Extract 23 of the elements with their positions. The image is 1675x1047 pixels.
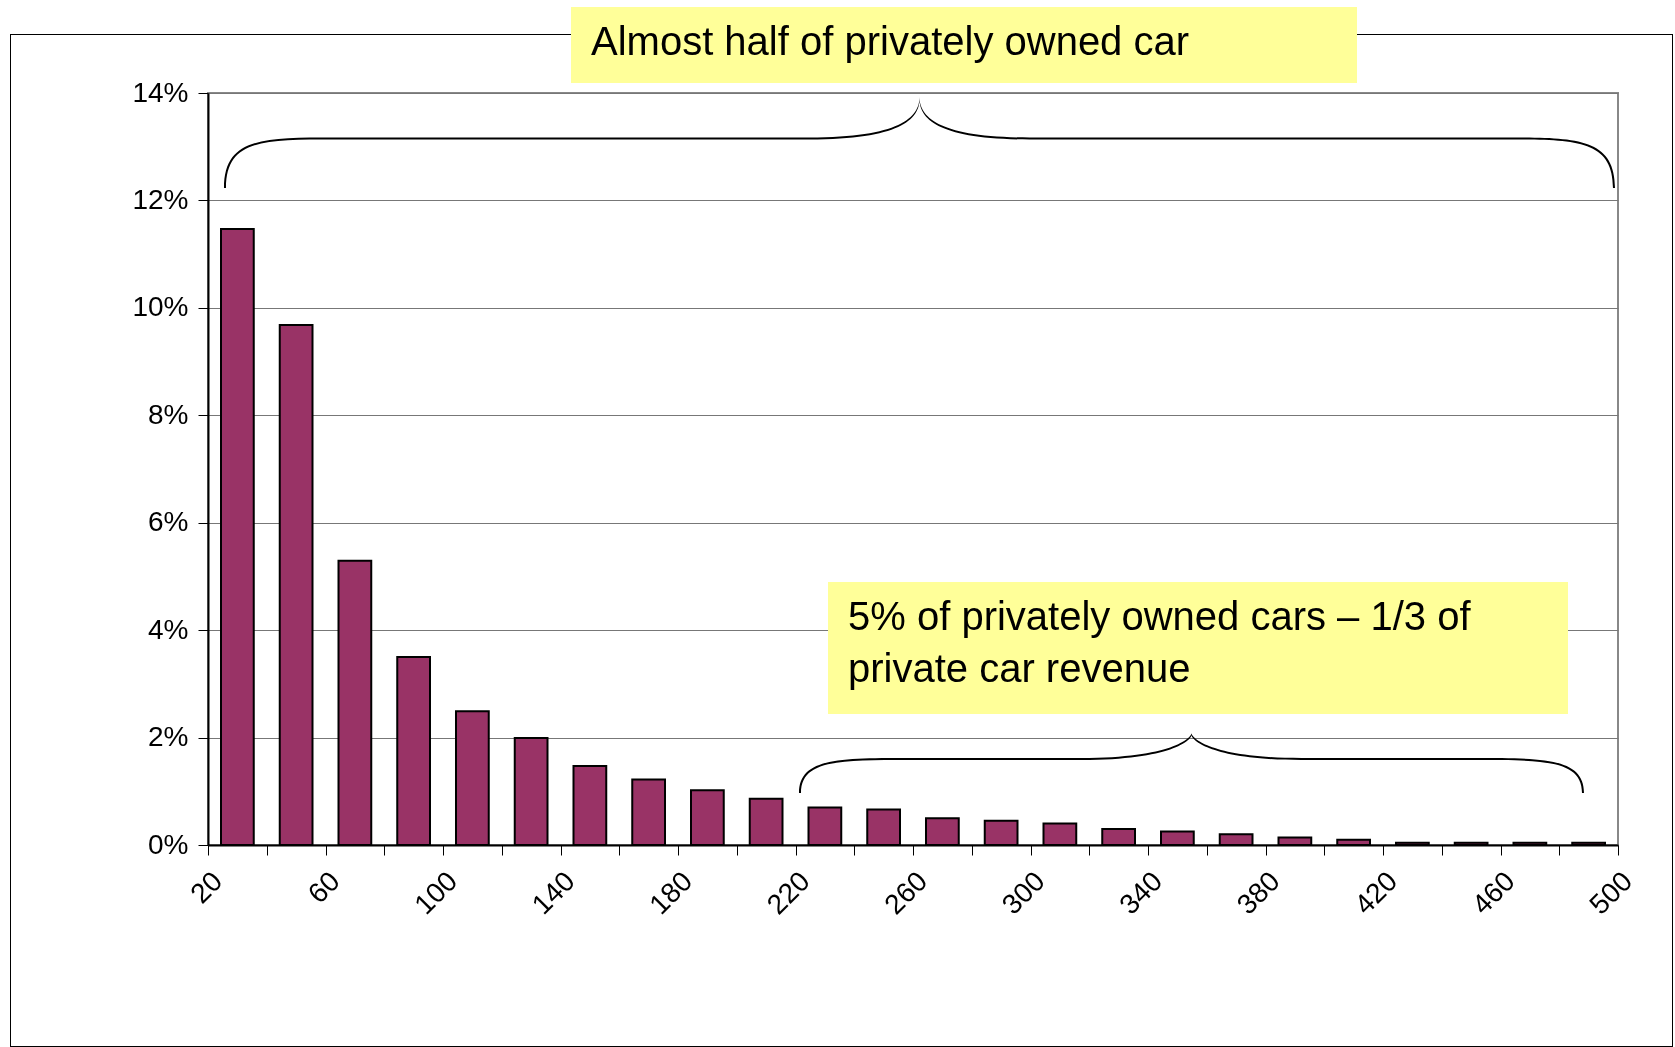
- x-tick-label: 260: [878, 865, 934, 921]
- x-tick-label: 100: [408, 865, 464, 921]
- annotation: 5% of privately owned cars – 1/3 of private car revenue: [828, 582, 1568, 714]
- y-tick-label: 14%: [132, 76, 189, 108]
- x-tick-label: 300: [995, 865, 1051, 921]
- x-tick-label: 500: [1583, 865, 1639, 921]
- y-tick-label: 2%: [148, 721, 189, 753]
- x-tick-label: 180: [643, 865, 699, 921]
- y-tick-label: 8%: [148, 398, 189, 430]
- text: Almost half of privately owned car: [571, 7, 1357, 83]
- x-tick-label: 20: [184, 865, 229, 910]
- x-tick-label: 60: [301, 865, 346, 910]
- x-tick-label: 460: [1465, 865, 1521, 921]
- x-tick-label: 380: [1230, 865, 1286, 921]
- y-tick-label: 0%: [148, 828, 189, 860]
- x-tick-label: 340: [1113, 865, 1169, 921]
- y-tick-label: 10%: [132, 291, 189, 323]
- x-tick-label: 420: [1348, 865, 1404, 921]
- y-tick-label: 4%: [148, 613, 189, 645]
- y-tick-label: 6%: [148, 506, 189, 538]
- x-tick-label: 140: [525, 865, 581, 921]
- x-tick-label: 220: [760, 865, 816, 921]
- y-tick-label: 12%: [132, 183, 189, 215]
